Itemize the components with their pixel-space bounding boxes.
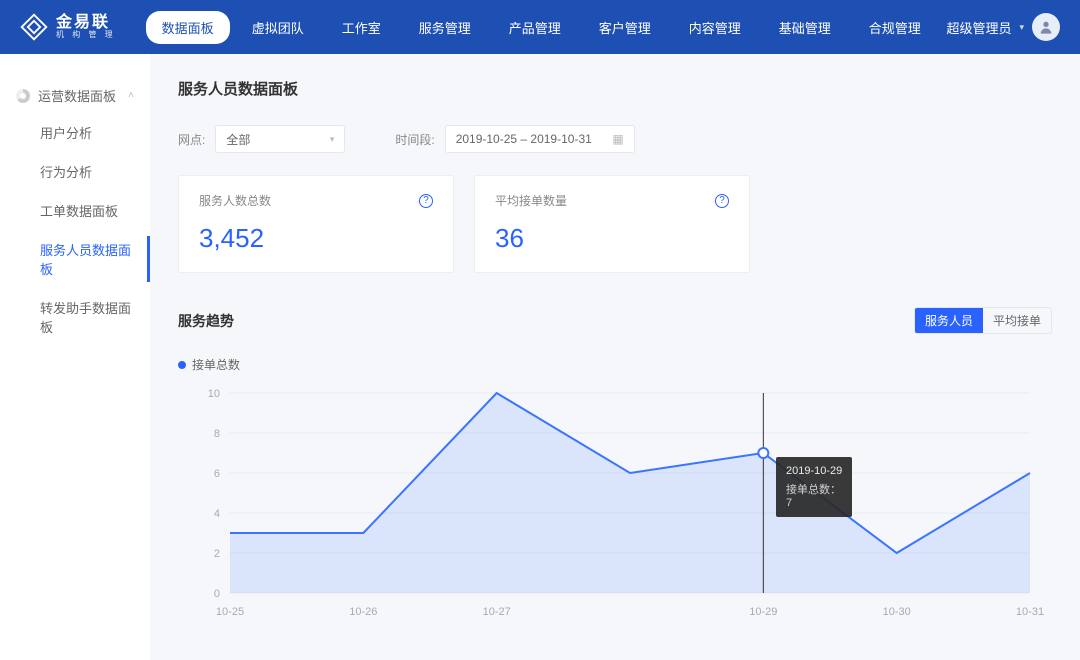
nav-item[interactable]: 服务管理 — [403, 11, 487, 44]
date-range-picker[interactable]: 2019-10-25 – 2019-10-31 ▦ — [445, 125, 635, 153]
date-range-value: 2019-10-25 – 2019-10-31 — [456, 132, 592, 146]
svg-text:2: 2 — [214, 548, 220, 560]
legend-label: 接单总数 — [192, 356, 240, 373]
card-value: 3,452 — [199, 223, 433, 254]
filter-range-label: 时间段: — [395, 131, 434, 148]
avatar — [1032, 13, 1060, 41]
user-role: 超级管理员 — [946, 18, 1011, 37]
user-menu[interactable]: 超级管理员 ▾ — [946, 13, 1060, 41]
nav-item[interactable]: 合规管理 — [853, 11, 937, 44]
branch-select[interactable]: 全部 ▾ — [215, 125, 345, 153]
chart-legend: 接单总数 — [178, 356, 1052, 373]
toggle-option[interactable]: 平均接单 — [983, 308, 1051, 333]
toggle-option[interactable]: 服务人员 — [915, 308, 983, 333]
legend-dot-icon — [178, 361, 186, 369]
sidebar-item[interactable]: 工单数据面板 — [0, 191, 150, 230]
stat-card: 服务人数总数? 3,452 — [178, 175, 454, 273]
svg-text:10-31: 10-31 — [1016, 606, 1044, 618]
card-label: 平均接单数量 — [495, 192, 567, 209]
chevron-down-icon: ▾ — [330, 134, 335, 145]
card-label: 服务人数总数 — [199, 192, 271, 209]
sidebar-item[interactable]: 服务人员数据面板 — [0, 230, 150, 288]
nav-item[interactable]: 数据面板 — [146, 11, 230, 44]
nav-item[interactable]: 内容管理 — [673, 11, 757, 44]
svg-text:6: 6 — [214, 468, 220, 480]
svg-text:8: 8 — [214, 428, 220, 440]
chevron-down-icon: ▾ — [1019, 22, 1024, 33]
sidebar-item[interactable]: 转发助手数据面板 — [0, 288, 150, 346]
svg-text:10-26: 10-26 — [349, 606, 377, 618]
svg-text:10-27: 10-27 — [483, 606, 511, 618]
chart-title: 服务趋势 — [178, 311, 234, 331]
nav-item[interactable]: 工作室 — [326, 11, 397, 44]
nav-item[interactable]: 基础管理 — [763, 11, 847, 44]
page-title: 服务人员数据面板 — [178, 78, 1052, 99]
chart-toggle[interactable]: 服务人员平均接单 — [914, 307, 1052, 334]
svg-text:0: 0 — [214, 588, 220, 600]
svg-text:10: 10 — [208, 388, 220, 400]
svg-text:10-29: 10-29 — [749, 606, 777, 618]
trend-chart[interactable]: 0 2 4 6 8 10 10-25 10-26 10-27 10-29 10-30 10-31 — [178, 383, 1052, 623]
chevron-up-icon: ˄ — [128, 90, 134, 101]
brand-sub: 机 构 管 理 — [56, 31, 116, 40]
brand-mark-icon — [20, 13, 48, 41]
help-icon[interactable]: ? — [419, 194, 433, 208]
stat-card: 平均接单数量? 36 — [474, 175, 750, 273]
svg-text:10-25: 10-25 — [216, 606, 244, 618]
pie-chart-icon — [16, 89, 30, 103]
svg-text:10-30: 10-30 — [883, 606, 911, 618]
svg-text:4: 4 — [214, 508, 220, 520]
sidebar-group[interactable]: 运营数据面板 ˄ — [0, 78, 150, 113]
card-value: 36 — [495, 223, 729, 254]
nav-item[interactable]: 客户管理 — [583, 11, 667, 44]
sidebar-item[interactable]: 行为分析 — [0, 152, 150, 191]
sidebar-item[interactable]: 用户分析 — [0, 113, 150, 152]
calendar-icon: ▦ — [612, 132, 623, 146]
nav-item[interactable]: 产品管理 — [493, 11, 577, 44]
help-icon[interactable]: ? — [715, 194, 729, 208]
filter-branch-label: 网点: — [178, 131, 205, 148]
branch-value: 全部 — [226, 131, 250, 148]
brand-logo: 金易联 机 构 管 理 — [20, 13, 116, 41]
brand-name: 金易联 — [56, 14, 116, 32]
sidebar-group-label: 运营数据面板 — [38, 86, 116, 105]
nav-item[interactable]: 虚拟团队 — [236, 11, 320, 44]
